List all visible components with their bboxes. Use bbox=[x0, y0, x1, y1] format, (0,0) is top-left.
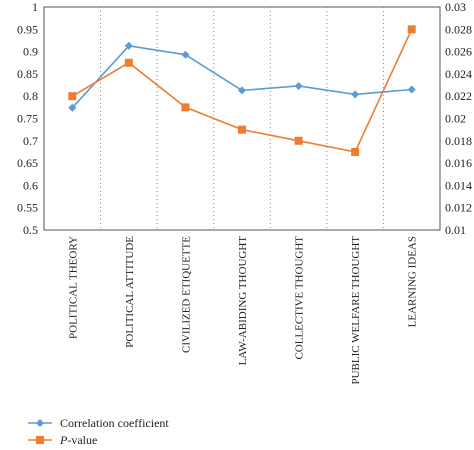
legend-marker-p-value bbox=[36, 436, 44, 444]
data-point-correlation bbox=[181, 50, 190, 59]
x-tick-label: POLITICAL THEORY bbox=[67, 236, 79, 339]
data-point-correlation bbox=[407, 85, 416, 94]
x-tick-label: LAW-ABIDING THOUGHT bbox=[237, 236, 249, 366]
y-right-tick-label: 0.024 bbox=[445, 67, 472, 81]
legend-label-p-italic: P bbox=[59, 433, 68, 447]
y-right-tick-label: 0.01 bbox=[445, 223, 466, 237]
y-left-tick-label: 0.8 bbox=[23, 89, 38, 103]
x-tick-label: CIVILIZED ETIQUETTE bbox=[180, 236, 192, 353]
data-point-p-value bbox=[351, 147, 360, 156]
data-point-correlation bbox=[351, 90, 360, 99]
x-tick-label: POLITICAL ATTITUDE bbox=[124, 236, 136, 348]
series-line-0 bbox=[71, 44, 412, 109]
y-left-tick-label: 0.5 bbox=[23, 223, 38, 237]
y-right-tick-label: 0.026 bbox=[445, 45, 472, 59]
legend-label-p-rest: -value bbox=[67, 433, 97, 447]
data-point-p-value bbox=[124, 58, 133, 67]
y-right-tick-label: 0.016 bbox=[445, 156, 472, 170]
data-point-p-value bbox=[407, 25, 416, 34]
data-point-correlation bbox=[68, 103, 77, 112]
x-tick-label: PUBLIC WELFARE THOUGHT bbox=[350, 236, 362, 385]
y-right-tick-label: 0.014 bbox=[445, 178, 472, 192]
legend-marker-correlation bbox=[36, 419, 44, 427]
y-left-tick-label: 0.55 bbox=[17, 201, 38, 215]
plot-area bbox=[43, 6, 441, 231]
y-left-tick-label: 0.9 bbox=[23, 45, 38, 59]
y-right-tick-label: 0.022 bbox=[445, 89, 472, 103]
data-point-p-value bbox=[68, 92, 77, 101]
y-right-tick-label: 0.012 bbox=[445, 201, 472, 215]
data-point-p-value bbox=[181, 103, 190, 112]
y-right-tick-label: 0.018 bbox=[445, 134, 472, 148]
y-right-tick-label: 0.03 bbox=[445, 0, 466, 14]
y-right-tick-label: 0.028 bbox=[445, 22, 472, 36]
y-right-tick-label: 0.02 bbox=[445, 112, 466, 126]
y-left-tick-label: 1 bbox=[32, 0, 38, 14]
y-left-tick-label: 0.6 bbox=[23, 178, 38, 192]
y-left-tick-label: 0.65 bbox=[17, 156, 38, 170]
data-point-correlation bbox=[124, 41, 133, 50]
legend-label-correlation: Correlation coefficient bbox=[60, 416, 169, 430]
y-left-tick-label: 0.7 bbox=[23, 134, 38, 148]
data-point-correlation bbox=[238, 86, 246, 95]
x-tick-label: COLLECTIVE THOUGHT bbox=[294, 236, 306, 360]
data-point-correlation bbox=[294, 81, 303, 90]
y-left-tick-label: 0.85 bbox=[17, 67, 38, 81]
data-point-p-value bbox=[238, 125, 246, 134]
data-point-p-value bbox=[294, 136, 303, 145]
y-left-tick-label: 0.75 bbox=[17, 112, 38, 126]
legend-label-p-value: P-value bbox=[59, 433, 97, 447]
y-left-tick-label: 0.95 bbox=[17, 22, 38, 36]
x-tick-label: LEARNING IDEAS bbox=[407, 236, 419, 327]
